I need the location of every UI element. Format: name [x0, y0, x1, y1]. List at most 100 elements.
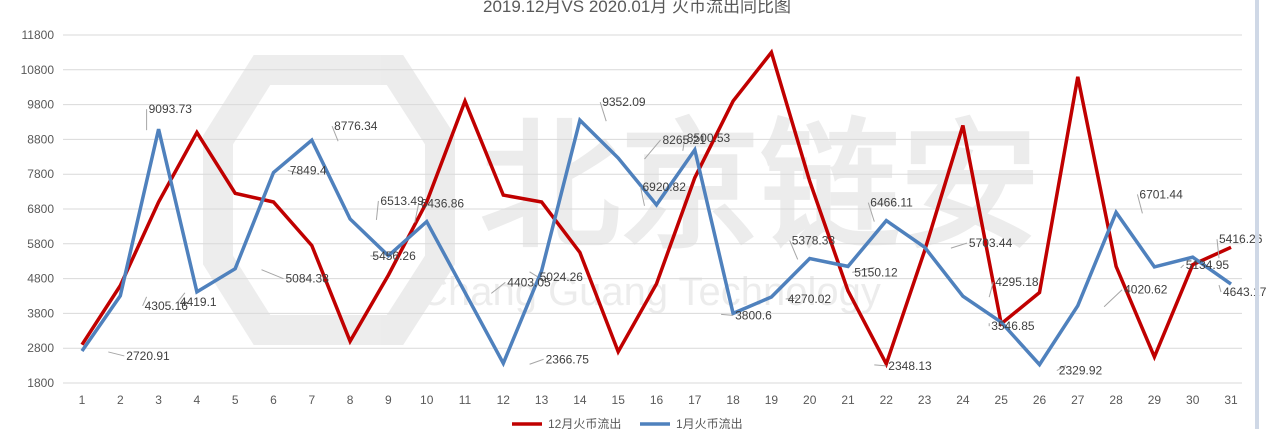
x-tick-label: 29: [1148, 393, 1162, 407]
x-axis-tick-labels: 1 2 3 4 5 6 7 8 9 10 11 12 13 14 15 16 17 18 19 20 21 22 23 24 2…: [79, 393, 1238, 407]
data-label-leader: [789, 240, 799, 260]
x-tick-label: 16: [650, 393, 664, 407]
window-edge: [1255, 0, 1259, 429]
data-label-leader: [640, 186, 645, 206]
data-label-leader: [1056, 365, 1067, 371]
x-tick-label: 12: [497, 393, 511, 407]
x-tick-label: 10: [420, 393, 434, 407]
x-tick-label: 9: [385, 393, 392, 407]
y-tick-label: 9800: [27, 98, 54, 112]
x-tick-label: 2: [117, 393, 124, 407]
y-tick-label: 5800: [27, 237, 54, 251]
data-label: 5378.33: [792, 233, 836, 247]
data-label-leader: [988, 282, 994, 298]
x-tick-label: 19: [765, 393, 779, 407]
watermark-text: 北京链安: [480, 108, 1040, 265]
x-tick-label: 27: [1071, 393, 1085, 407]
x-tick-label: 14: [573, 393, 587, 407]
data-label-leader: [261, 269, 284, 280]
x-tick-label: 13: [535, 393, 549, 407]
y-tick-label: 2800: [27, 341, 54, 355]
data-label: 4403.05: [507, 275, 551, 289]
data-label-leader: [414, 203, 420, 223]
x-tick-label: 30: [1186, 393, 1200, 407]
y-tick-label: 10800: [21, 63, 55, 77]
data-label-leader: [370, 255, 377, 258]
data-label-leader: [1218, 284, 1222, 293]
data-label: 5703.44: [969, 236, 1013, 250]
watermark-logo-icon: [203, 55, 455, 345]
x-tick-label: 7: [308, 393, 315, 407]
data-label: 3546.85: [991, 319, 1035, 333]
data-label: 6436.86: [421, 197, 465, 211]
x-tick-label: 26: [1033, 393, 1047, 407]
y-axis-tick-labels: 1800 2800 3800 4800 5800 6800 7800 8800 9800 1080…: [21, 28, 55, 390]
data-label-leader: [874, 364, 887, 367]
x-tick-label: 20: [803, 393, 817, 407]
x-tick-label: 25: [995, 393, 1009, 407]
x-tick-label: 6: [270, 393, 277, 407]
data-label-leader: [852, 266, 875, 273]
y-tick-label: 3800: [27, 306, 54, 320]
data-label: 2366.75: [546, 352, 590, 366]
data-label-leader: [1180, 264, 1185, 269]
data-label: 2329.92: [1059, 364, 1103, 378]
series-line-1: [80, 48, 1232, 369]
x-tick-label: 24: [956, 393, 970, 407]
data-label: 5024.26: [540, 270, 584, 284]
data-label: 9352.09: [602, 95, 646, 109]
x-tick-label: 4: [194, 393, 201, 407]
x-tick-label: 23: [918, 393, 932, 407]
data-label-leader: [644, 139, 661, 160]
data-label-leader: [177, 292, 186, 303]
x-tick-label: 31: [1224, 393, 1238, 407]
series-line-2: [80, 116, 1233, 368]
data-label: 6513.49: [380, 194, 424, 208]
data-label: 8500.53: [687, 131, 731, 145]
x-tick-label: 3: [155, 393, 162, 407]
x-tick-label: 18: [726, 393, 740, 407]
gridlines: [63, 34, 1242, 384]
data-label-leader: [375, 200, 379, 221]
x-tick-label: 11: [459, 393, 472, 407]
data-label: 4020.62: [1124, 283, 1168, 297]
data-label-leader: [142, 296, 148, 307]
x-tick-label: 8: [347, 393, 354, 407]
data-label-leader: [1103, 289, 1123, 308]
data-label: 6920.82: [643, 180, 687, 194]
data-label-leader: [721, 313, 734, 316]
y-tick-label: 8800: [27, 132, 54, 146]
data-label-leader: [529, 271, 538, 278]
data-label-leader: [529, 358, 544, 365]
data-label-leader: [108, 351, 125, 357]
x-tick-label: 17: [688, 393, 702, 407]
legend-label-2: 1月火币流出: [676, 417, 743, 429]
data-label: 5134.95: [1186, 258, 1230, 272]
data-label-leader: [1136, 194, 1143, 214]
x-tick-label: 28: [1109, 393, 1123, 407]
x-tick-label: 21: [841, 393, 855, 407]
y-tick-label: 7800: [27, 167, 54, 181]
data-label: 4295.18: [995, 275, 1039, 289]
data-label-leader: [785, 297, 798, 300]
data-label: 9093.73: [149, 102, 193, 116]
x-tick-label: 5: [232, 393, 239, 407]
y-tick-label: 4800: [27, 272, 54, 286]
data-label: 5416.26: [1219, 232, 1263, 246]
data-label-leader: [490, 282, 506, 294]
data-label: 5456.26: [372, 249, 416, 263]
data-label: 3800.6: [735, 308, 772, 322]
data-label: 8265.21: [663, 133, 707, 147]
data-label: 7849.4: [290, 163, 327, 177]
legend-label-1: 12月火币流出: [548, 417, 621, 429]
data-label: 4419.1: [180, 295, 217, 309]
data-label-leader: [599, 102, 607, 122]
series-lines: [80, 48, 1233, 369]
x-tick-label: 1: [79, 393, 86, 407]
x-tick-label: 15: [612, 393, 626, 407]
y-tick-label: 1800: [27, 376, 54, 390]
data-label: 5150.12: [854, 265, 898, 279]
data-label: 4305.16: [145, 299, 189, 313]
chart-title: 2019.12月VS 2020.01月 火币流出同比图: [483, 0, 791, 16]
